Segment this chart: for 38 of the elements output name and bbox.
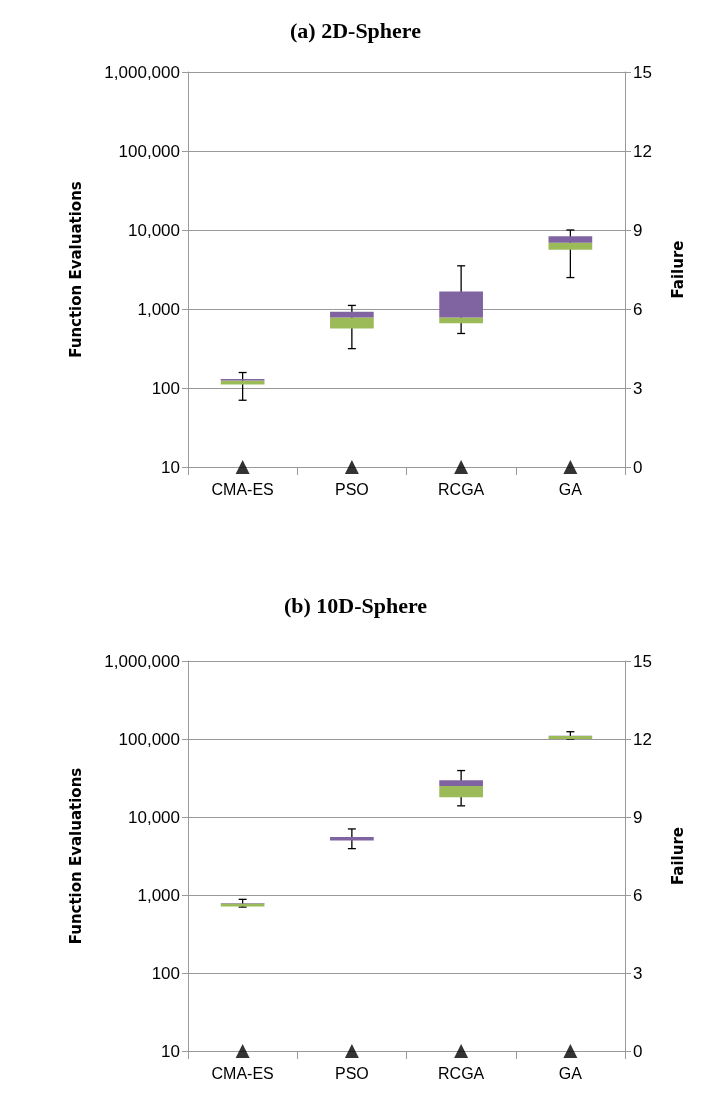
x-tick-label: PSO (334, 1064, 369, 1082)
y-tick-label: 100,000 (118, 729, 180, 749)
y2-tick-label: 9 (633, 220, 643, 240)
x-tick-label: PSO (334, 480, 369, 498)
chart-title: (a) 2D-Sphere (290, 17, 422, 43)
y-axis-title: Function Evaluations (66, 181, 85, 358)
y2-tick-label: 15 (633, 651, 652, 671)
y2-tick-label: 6 (633, 299, 643, 319)
y-tick-label: 1,000 (137, 299, 180, 319)
chart-title: (b) 10D-Sphere (283, 592, 428, 618)
y2-tick-label: 6 (633, 885, 643, 905)
y-tick-label: 100 (151, 963, 180, 983)
y-tick-label: 1,000 (137, 885, 180, 905)
y2-axis-title: Failure (668, 826, 687, 886)
y-tick-label: 100 (151, 378, 180, 398)
y-tick-label: 1,000,000 (104, 62, 180, 82)
x-tick-label: RCGA (438, 480, 485, 498)
y-tick-label: 10 (161, 457, 180, 477)
y2-tick-label: 0 (633, 457, 643, 477)
y-axis-title: Function Evaluations (66, 767, 85, 945)
y2-tick-label: 0 (633, 1041, 643, 1061)
x-tick-label: CMA-ES (211, 1064, 274, 1082)
y-tick-label: 100,000 (118, 141, 180, 161)
x-tick-label: GA (558, 480, 583, 498)
y2-tick-label: 15 (633, 62, 652, 82)
y2-tick-label: 9 (633, 807, 643, 827)
y2-tick-label: 12 (633, 141, 652, 161)
y2-tick-label: 3 (633, 963, 643, 983)
y-tick-label: 1,000,000 (104, 651, 180, 671)
y-tick-label: 10,000 (128, 220, 180, 240)
y-tick-label: 10 (161, 1041, 180, 1061)
x-tick-label: GA (558, 1064, 583, 1082)
x-tick-label: RCGA (438, 1064, 485, 1082)
x-tick-label: CMA-ES (211, 480, 274, 498)
y2-axis-title: Failure (668, 240, 687, 299)
y2-tick-label: 12 (633, 729, 652, 749)
y2-tick-label: 3 (633, 378, 643, 398)
y-tick-label: 10,000 (128, 807, 180, 827)
